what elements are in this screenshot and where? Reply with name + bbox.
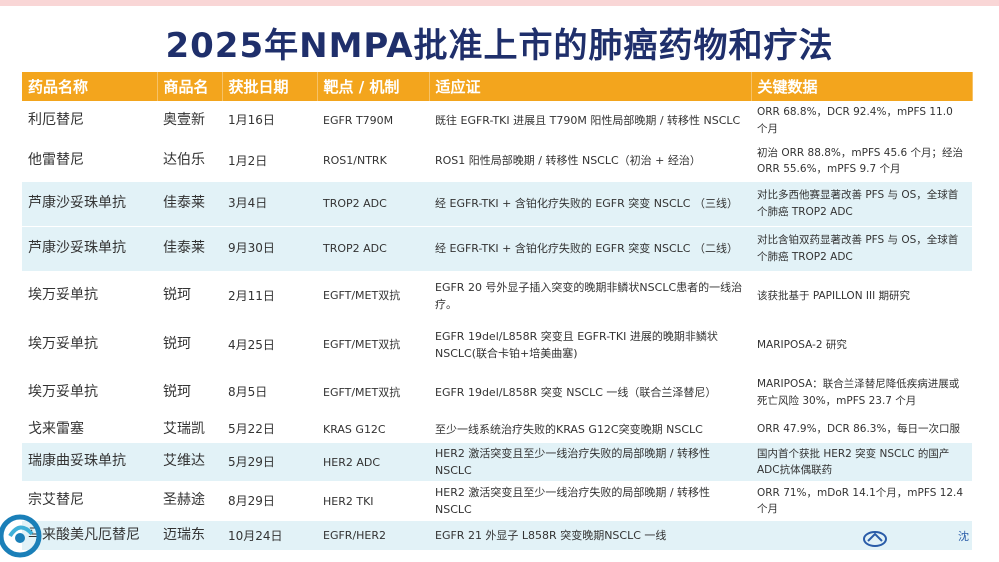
header-approval-date: 获批日期 — [222, 72, 318, 101]
cell-target: HER2 TKI — [317, 481, 429, 522]
cell-indication: EGFR 21 外显子 L858R 突变晚期NSCLC 一线 — [429, 520, 751, 552]
cell-target: EGFR/HER2 — [317, 520, 429, 552]
cell-brand-name: 锐珂 — [157, 271, 222, 322]
cell-approval-date: 2月11日 — [222, 271, 317, 322]
table-row: 利厄替尼 奥壹新 1月16日 EGFR T790M 既往 EGFR-TKI 进展… — [22, 101, 972, 142]
table-row: 戈来雷塞 艾瑞凯 5月22日 KRAS G12C 至少一线系统治疗失败的KRAS… — [22, 416, 972, 444]
page-title: 2025年NMPA批准上市的肺癌药物和疗法 — [165, 26, 834, 66]
cell-brand-name: 锐珂 — [157, 321, 222, 370]
cell-brand-name: 佳泰莱 — [157, 181, 222, 227]
cell-indication: HER2 激活突变且至少一线治疗失败的局部晚期 / 转移性 NSCLC — [429, 481, 751, 522]
drug-table: 药品名称 商品名 获批日期 靶点 / 机制 适应证 关键数据 利厄替尼 奥壹新 … — [22, 72, 973, 552]
cell-approval-date: 8月5日 — [222, 369, 317, 417]
cell-approval-date: 1月16日 — [222, 101, 317, 142]
cell-indication: EGFR 19del/L858R 突变且 EGFR-TKI 进展的晚期非鳞状 N… — [429, 321, 751, 370]
cell-key-data: 该获批基于 PAPILLON III 期研究 — [751, 271, 972, 322]
table-row: 马来酸美凡厄替尼 迈瑞东 10月24日 EGFR/HER2 EGFR 21 外显… — [22, 520, 972, 552]
table-row: 宗艾替尼 圣赫途 8月29日 HER2 TKI HER2 激活突变且至少一线治疗… — [22, 481, 972, 522]
cell-key-data: ORR 47.9%，DCR 86.3%，每日一次口服 — [751, 416, 972, 444]
cell-target: TROP2 ADC — [317, 226, 429, 272]
cell-key-data: MARIPOSA：联合兰泽替尼降低疾病进展或死亡风险 30%，mPFS 23.7… — [751, 369, 972, 417]
partner-logo-icon — [863, 531, 887, 547]
cell-brand-name: 佳泰莱 — [157, 226, 222, 272]
cell-indication: 经 EGFR-TKI + 含铂化疗失败的 EGFR 突变 NSCLC （三线） — [429, 181, 751, 227]
cell-target: HER2 ADC — [317, 442, 429, 483]
table-row: 埃万妥单抗 锐珂 4月25日 EGFT/MET双抗 EGFR 19del/L85… — [22, 321, 972, 370]
cell-indication: ROS1 阳性局部晚期 / 转移性 NSCLC（初治 + 经治） — [429, 141, 751, 182]
header-key-data: 关键数据 — [751, 72, 973, 101]
cell-approval-date: 8月29日 — [222, 481, 317, 522]
cell-approval-date: 4月25日 — [222, 321, 317, 370]
cell-key-data — [751, 520, 972, 552]
cell-drug-name: 埃万妥单抗 — [22, 369, 157, 417]
cell-key-data: 国内首个获批 HER2 突变 NSCLC 的国产ADC抗体偶联药 — [751, 442, 972, 483]
cell-key-data: ORR 71%，mDoR 14.1个月，mPFS 12.4个月 — [751, 481, 972, 522]
table-row: 埃万妥单抗 锐珂 2月11日 EGFT/MET双抗 EGFR 20 号外显子插入… — [22, 271, 972, 322]
cell-indication: 经 EGFR-TKI + 含铂化疗失败的 EGFR 突变 NSCLC （二线） — [429, 226, 751, 272]
cell-approval-date: 1月2日 — [222, 141, 317, 182]
cell-drug-name: 戈来雷塞 — [22, 416, 157, 444]
table-row: 芦康沙妥珠单抗 佳泰莱 3月4日 TROP2 ADC 经 EGFR-TKI + … — [22, 181, 972, 227]
cell-drug-name: 利厄替尼 — [22, 101, 157, 142]
cell-key-data: MARIPOSA-2 研究 — [751, 321, 972, 370]
cell-indication: 至少一线系统治疗失败的KRAS G12C突变晚期 NSCLC — [429, 416, 751, 444]
footer-mark: 沈 — [958, 530, 969, 543]
cell-target: ROS1/NTRK — [317, 141, 429, 182]
cell-drug-name: 马来酸美凡厄替尼 — [22, 520, 157, 552]
cell-target: TROP2 ADC — [317, 181, 429, 227]
cell-indication: EGFR 19del/L858R 突变 NSCLC 一线（联合兰泽替尼） — [429, 369, 751, 417]
cell-brand-name: 圣赫途 — [157, 481, 222, 522]
cell-drug-name: 芦康沙妥珠单抗 — [22, 181, 157, 227]
cell-key-data: 初治 ORR 88.8%，mPFS 45.6 个月；经治 ORR 55.6%，m… — [751, 141, 972, 182]
cell-target: EGFT/MET双抗 — [317, 369, 429, 417]
cell-approval-date: 9月30日 — [222, 226, 317, 272]
table-row: 芦康沙妥珠单抗 佳泰莱 9月30日 TROP2 ADC 经 EGFR-TKI +… — [22, 226, 972, 272]
cell-indication: 既往 EGFR-TKI 进展且 T790M 阳性局部晚期 / 转移性 NSCLC — [429, 101, 751, 142]
cell-drug-name: 宗艾替尼 — [22, 481, 157, 522]
cell-target: EGFT/MET双抗 — [317, 321, 429, 370]
cell-drug-name: 埃万妥单抗 — [22, 321, 157, 370]
cell-approval-date: 10月24日 — [222, 520, 317, 552]
cell-brand-name: 达伯乐 — [157, 141, 222, 182]
cell-key-data: 对比多西他赛显著改善 PFS 与 OS，全球首个肺癌 TROP2 ADC — [751, 181, 972, 227]
org-logo-icon — [0, 514, 42, 558]
cell-drug-name: 瑞康曲妥珠单抗 — [22, 442, 157, 483]
cell-brand-name: 艾维达 — [157, 442, 222, 483]
table-row: 埃万妥单抗 锐珂 8月5日 EGFT/MET双抗 EGFR 19del/L858… — [22, 369, 972, 417]
cell-indication: EGFR 20 号外显子插入突变的晚期非鳞状NSCLC患者的一线治疗。 — [429, 271, 751, 322]
cell-target: EGFT/MET双抗 — [317, 271, 429, 322]
cell-approval-date: 5月22日 — [222, 416, 317, 444]
header-drug-name: 药品名称 — [22, 72, 158, 101]
cell-approval-date: 3月4日 — [222, 181, 317, 227]
header-brand-name: 商品名 — [157, 72, 223, 101]
cell-drug-name: 埃万妥单抗 — [22, 271, 157, 322]
table-header-row: 药品名称 商品名 获批日期 靶点 / 机制 适应证 关键数据 — [22, 72, 973, 101]
header-indication: 适应证 — [429, 72, 752, 101]
table-row: 瑞康曲妥珠单抗 艾维达 5月29日 HER2 ADC HER2 激活突变且至少一… — [22, 442, 972, 483]
cell-indication: HER2 激活突变且至少一线治疗失败的局部晚期 / 转移性 NSCLC — [429, 442, 751, 483]
cell-key-data: ORR 68.8%，DCR 92.4%，mPFS 11.0 个月 — [751, 101, 972, 142]
cell-drug-name: 他雷替尼 — [22, 141, 157, 182]
cell-brand-name: 迈瑞东 — [157, 520, 222, 552]
top-border — [0, 0, 999, 6]
cell-brand-name: 艾瑞凯 — [157, 416, 222, 444]
cell-approval-date: 5月29日 — [222, 442, 317, 483]
cell-key-data: 对比含铂双药显著改善 PFS 与 OS，全球首个肺癌 TROP2 ADC — [751, 226, 972, 272]
cell-brand-name: 锐珂 — [157, 369, 222, 417]
cell-target: EGFR T790M — [317, 101, 429, 142]
cell-brand-name: 奥壹新 — [157, 101, 222, 142]
header-target: 靶点 / 机制 — [317, 72, 430, 101]
cell-drug-name: 芦康沙妥珠单抗 — [22, 226, 157, 272]
table-row: 他雷替尼 达伯乐 1月2日 ROS1/NTRK ROS1 阳性局部晚期 / 转移… — [22, 141, 972, 182]
cell-target: KRAS G12C — [317, 416, 429, 444]
